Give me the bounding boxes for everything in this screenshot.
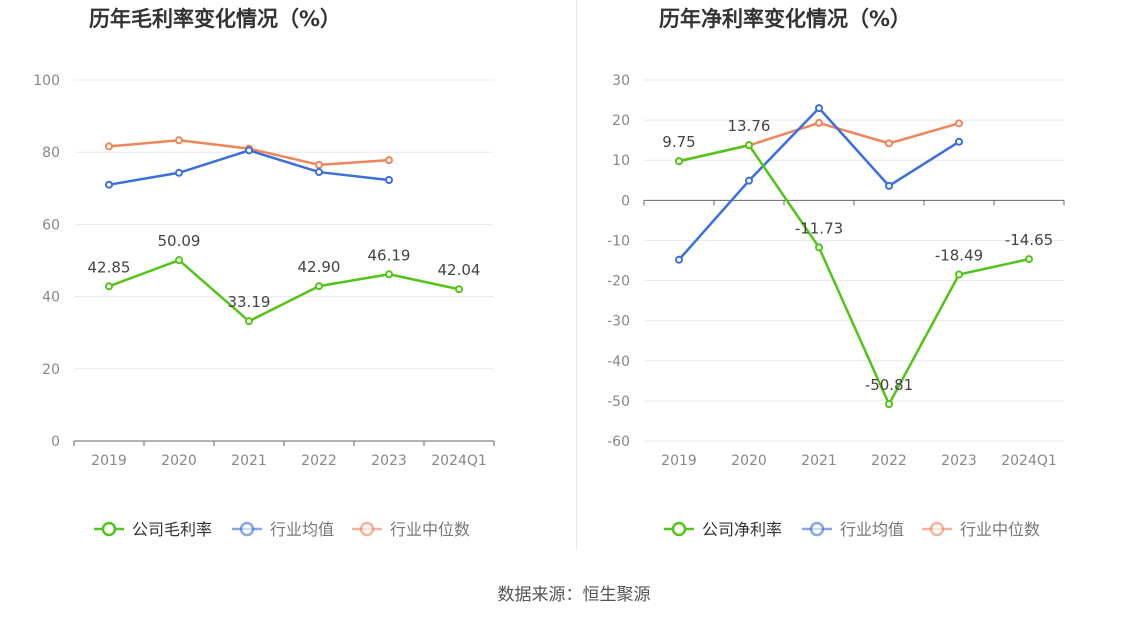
legend-label: 公司毛利率: [132, 520, 212, 539]
data-label: 46.19: [368, 246, 411, 264]
data-point: [385, 270, 393, 279]
x-tick-label: 2021: [801, 453, 837, 469]
x-tick-label: 2022: [871, 453, 907, 469]
legend-label: 行业均值: [270, 520, 334, 539]
legend-item: 行业均值: [802, 520, 904, 539]
x-tick-label: 2024Q1: [431, 453, 487, 469]
data-point: [815, 243, 823, 252]
data-point: [955, 119, 963, 128]
data-label: -18.49: [935, 246, 983, 264]
data-point: [745, 176, 753, 185]
data-source: 数据来源：恒生聚源: [497, 585, 651, 605]
data-label: 33.19: [228, 293, 271, 311]
data-label: 42.04: [438, 261, 481, 279]
y-tick-label: -50: [607, 394, 630, 410]
data-point: [1025, 255, 1033, 264]
y-tick-label: -60: [607, 434, 630, 450]
x-tick-label: 2022: [301, 453, 337, 469]
y-tick-label: -20: [607, 274, 630, 290]
data-label: -11.73: [795, 219, 843, 237]
data-point: [455, 285, 463, 294]
data-point: [885, 400, 893, 409]
data-point: [245, 317, 253, 326]
y-tick-label: 100: [33, 73, 60, 89]
data-point: [105, 142, 113, 151]
y-tick-label: 10: [612, 153, 630, 169]
y-tick-label: 0: [51, 434, 60, 450]
y-tick-label: 80: [42, 145, 60, 161]
x-tick-label: 2024Q1: [1001, 453, 1057, 469]
data-point: [675, 255, 683, 264]
data-point: [315, 168, 323, 177]
data-label: -50.81: [865, 376, 913, 394]
series-line: [678, 121, 960, 163]
legend-item: 行业均值: [232, 520, 334, 539]
data-point: [175, 256, 183, 265]
legend-marker: [929, 521, 945, 537]
chart-title: 历年净利率变化情况（%）: [659, 7, 911, 31]
y-tick-label: 20: [612, 113, 630, 129]
x-tick-label: 2021: [231, 453, 267, 469]
y-tick-label: 20: [42, 362, 60, 378]
data-label: 9.75: [662, 133, 695, 151]
data-point: [315, 160, 323, 169]
y-tick-label: 0: [621, 193, 630, 209]
y-tick-label: -10: [607, 233, 630, 249]
data-point: [385, 175, 393, 184]
data-point: [745, 141, 753, 150]
data-point: [815, 118, 823, 127]
legend-marker: [101, 521, 117, 537]
legend-marker: [359, 521, 375, 537]
y-tick-label: 30: [612, 73, 630, 89]
legend-marker: [671, 521, 687, 537]
data-point: [315, 282, 323, 291]
data-point: [815, 104, 823, 113]
data-label: 42.90: [298, 258, 341, 276]
legend-item: 公司毛利率: [94, 520, 212, 539]
x-tick-label: 2020: [161, 453, 197, 469]
data-point: [885, 181, 893, 190]
data-point: [105, 282, 113, 291]
data-point: [955, 270, 963, 279]
data-label: -14.65: [1005, 231, 1053, 249]
data-point: [105, 180, 113, 189]
chart-title: 历年毛利率变化情况（%）: [89, 7, 341, 31]
legend-label: 行业均值: [840, 520, 904, 539]
y-tick-label: 60: [42, 217, 60, 233]
data-point: [885, 139, 893, 148]
data-point: [955, 137, 963, 146]
legend-item: 公司净利率: [664, 520, 782, 539]
legend-label: 行业中位数: [390, 520, 470, 539]
chart-divider: [576, 0, 577, 550]
x-tick-label: 2020: [731, 453, 767, 469]
series-line: [108, 149, 390, 186]
data-point: [385, 156, 393, 165]
data-point: [175, 168, 183, 177]
legend-item: 行业中位数: [352, 520, 470, 539]
gross-margin-chart: 历年毛利率变化情况（%） 0 20 40 60 80 100 2019 2020 2021 2022…: [33, 7, 495, 539]
data-label: 13.76: [728, 117, 771, 135]
legend-marker: [809, 521, 825, 537]
x-tick-label: 2023: [941, 453, 977, 469]
data-point: [175, 136, 183, 145]
legend-item: 行业中位数: [922, 520, 1040, 539]
y-tick-label: 40: [42, 290, 60, 306]
data-label: 42.85: [88, 258, 131, 276]
legend-label: 行业中位数: [960, 520, 1040, 539]
series-line: [108, 258, 460, 323]
legend-label: 公司净利率: [702, 520, 782, 539]
data-point: [675, 157, 683, 166]
x-tick-label: 2023: [371, 453, 407, 469]
data-point: [245, 146, 253, 155]
data-label: 50.09: [158, 232, 201, 250]
legend-marker: [239, 521, 255, 537]
series-line: [678, 143, 1030, 406]
net-margin-chart: 历年净利率变化情况（%） -60 -50 -40 -30 -20 -10 0 10 20 30 201…: [607, 7, 1065, 539]
x-tick-label: 2019: [91, 453, 127, 469]
x-tick-label: 2019: [661, 453, 697, 469]
y-tick-label: -30: [607, 314, 630, 330]
y-tick-label: -40: [607, 354, 630, 370]
